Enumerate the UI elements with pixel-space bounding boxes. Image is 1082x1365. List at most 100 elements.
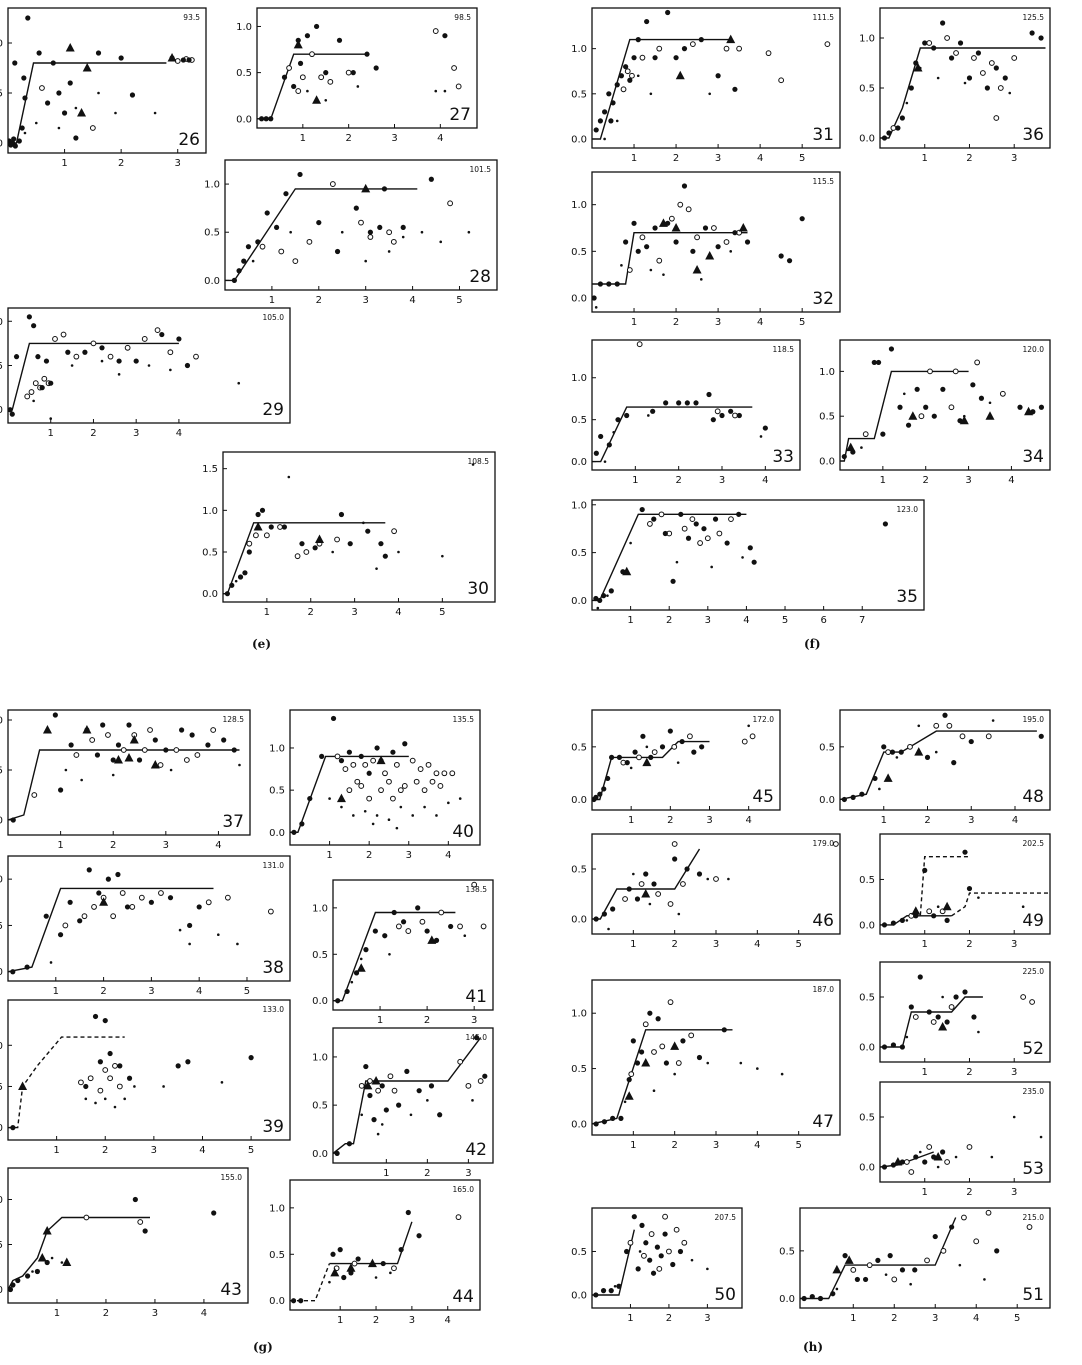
- y-tick-label: 0.0: [0, 967, 3, 978]
- fit-line: [329, 1221, 413, 1265]
- y-tick-label: 0.0: [859, 920, 875, 931]
- filled-point: [908, 85, 914, 91]
- filled-point: [346, 1141, 353, 1147]
- small-point: [647, 414, 650, 417]
- panel-number: 33: [772, 447, 794, 467]
- open-point: [716, 530, 723, 537]
- panel-40: 1 2 3 4 0.0 0.5 1.0 135.5 40: [269, 709, 481, 861]
- panel-number: 50: [714, 1285, 736, 1305]
- filled-point: [82, 349, 88, 355]
- y-tick-label: 1.0: [0, 39, 3, 50]
- filled-point: [115, 742, 122, 748]
- corner-angle-label: 101.5: [470, 165, 492, 174]
- small-point: [426, 1099, 429, 1102]
- y-tick-label: 1.0: [0, 1041, 3, 1052]
- filled-point: [670, 1261, 676, 1268]
- filled-point: [799, 216, 805, 222]
- filled-point: [189, 732, 195, 738]
- fit-line: [8, 887, 214, 973]
- y-tick-label: 0.0: [0, 1123, 3, 1134]
- small-point: [359, 957, 363, 961]
- open-point: [89, 737, 96, 743]
- open-point: [395, 923, 402, 930]
- triangle-point: [670, 1041, 680, 1050]
- filled-point: [699, 744, 705, 750]
- filled-point: [319, 753, 325, 760]
- filled-point: [473, 1035, 480, 1041]
- small-point: [652, 1089, 656, 1093]
- small-point: [977, 896, 980, 899]
- x-tick-label: 3: [391, 133, 397, 144]
- open-point: [912, 1014, 919, 1020]
- y-tick-label: 1.0: [312, 903, 328, 914]
- filled-point: [751, 559, 757, 565]
- x-tick-label: 1: [377, 1015, 383, 1026]
- x-tick-label: 6: [820, 615, 826, 626]
- open-point: [862, 431, 869, 438]
- open-point: [167, 349, 174, 356]
- open-point: [205, 899, 212, 906]
- filled-point: [898, 749, 904, 755]
- small-point: [1008, 91, 1012, 95]
- y-tick-label: 0.5: [571, 247, 587, 258]
- x-tick-label: 4: [973, 1313, 979, 1324]
- triangle-point: [959, 415, 969, 425]
- filled-point: [264, 210, 270, 216]
- panel-number: 36: [1022, 125, 1044, 145]
- x-tick-label: 1: [632, 475, 638, 486]
- filled-point: [184, 362, 191, 369]
- open-point: [386, 229, 393, 236]
- panel-frame: [799, 1207, 1051, 1309]
- triangle-point: [914, 747, 924, 756]
- filled-point: [363, 947, 369, 953]
- filled-point: [626, 886, 632, 892]
- open-point: [367, 234, 374, 240]
- corner-angle-label: 108.5: [468, 457, 490, 466]
- small-point: [988, 401, 992, 405]
- panel-number: 32: [812, 289, 834, 309]
- corner-angle-label: 115.5: [813, 177, 835, 186]
- filled-point: [110, 757, 116, 763]
- x-tick-label: 1: [631, 153, 637, 164]
- small-point: [447, 801, 450, 805]
- open-point: [641, 1252, 647, 1259]
- fit-line: [840, 370, 969, 462]
- small-point: [918, 1150, 922, 1154]
- filled-point: [944, 1019, 950, 1025]
- y-tick-label: 0.5: [571, 865, 587, 876]
- filled-point: [940, 386, 946, 392]
- filled-point: [593, 1121, 599, 1127]
- small-point: [331, 550, 334, 554]
- open-point: [60, 331, 67, 338]
- marks: [8, 1013, 254, 1131]
- filled-point: [12, 143, 18, 149]
- open-point: [366, 795, 373, 802]
- filled-point: [382, 933, 388, 939]
- panel-37: 1 2 3 4 0.0 0.5 1.0 128.5 37: [0, 709, 251, 851]
- open-point: [397, 787, 404, 794]
- filled-point: [648, 754, 654, 760]
- y-tick-label: 0.5: [0, 1240, 3, 1251]
- open-point: [345, 69, 352, 76]
- filled-point: [623, 239, 629, 245]
- open-point: [659, 1043, 666, 1050]
- marks: [880, 974, 1036, 1050]
- filled-point: [908, 1004, 914, 1010]
- panel-38: 1 2 3 4 5 0.0 0.5 1.0 131.0 38: [0, 855, 291, 997]
- x-tick-label: 1: [54, 1308, 60, 1319]
- y-tick-label: 1.0: [571, 200, 587, 211]
- fit-line: [592, 740, 710, 801]
- filled-point: [600, 1288, 607, 1294]
- open-point: [728, 516, 734, 523]
- filled-point: [640, 733, 646, 739]
- filled-point: [268, 116, 274, 122]
- corner-angle-label: 155.0: [221, 1173, 243, 1182]
- filled-point: [11, 136, 17, 142]
- open-point: [687, 733, 693, 740]
- x-tick-label: 3: [151, 1145, 157, 1156]
- corner-angle-label: 165.0: [453, 1185, 475, 1194]
- small-point: [237, 381, 241, 385]
- x-tick-label: 3: [932, 1313, 938, 1324]
- marks: [880, 1115, 1043, 1175]
